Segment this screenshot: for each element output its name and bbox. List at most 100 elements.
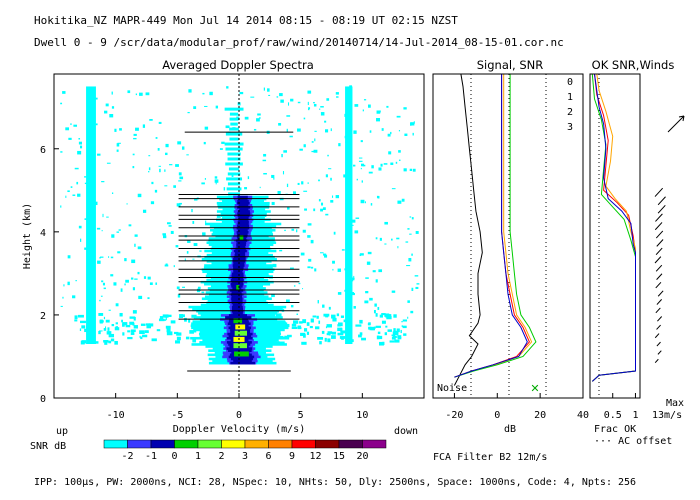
noise-speck — [115, 322, 118, 325]
noise-speck — [280, 99, 284, 103]
spectra-y-ticks: 0 2 4 6 — [40, 145, 59, 405]
spectra-core-cell — [236, 285, 240, 290]
noise-speck — [336, 96, 339, 98]
header-line-2: Dwell 0 - 9 /scr/data/modular_prof/raw/w… — [34, 36, 564, 49]
noise-speck — [375, 237, 378, 240]
noise-speck — [359, 253, 364, 256]
noise-speck — [78, 225, 82, 229]
noise-speck — [134, 234, 138, 237]
noise-speck — [91, 233, 94, 236]
noise-speck — [271, 294, 275, 298]
noise-speck — [107, 327, 110, 331]
noise-speck — [253, 128, 257, 131]
noise-speck — [353, 275, 355, 279]
noise-speck — [396, 115, 401, 118]
wind-barb — [656, 273, 663, 280]
noise-speck — [102, 282, 106, 286]
noise-speck — [391, 188, 396, 190]
spectra-cell — [225, 132, 243, 136]
noise-speck — [131, 277, 134, 280]
noise-speck — [176, 286, 180, 290]
spectra-cell — [231, 307, 244, 311]
noise-speck — [179, 314, 184, 318]
noise-speck — [104, 341, 108, 345]
noise-speck — [376, 195, 379, 198]
noise-speck — [302, 319, 307, 324]
noise-speck — [186, 154, 189, 156]
noise-speck — [88, 311, 91, 313]
noise-speck — [349, 158, 352, 161]
noise-speck — [149, 323, 154, 327]
noise-speck — [413, 121, 415, 124]
noise-speck — [340, 315, 345, 318]
scale-swatch — [174, 439, 199, 449]
noise-speck — [168, 314, 172, 318]
snr-x-tick-label: 20 — [534, 410, 546, 421]
noise-speck — [391, 334, 396, 337]
spectra-cell — [228, 192, 241, 196]
noise-stripe — [86, 86, 96, 344]
noise-speck — [348, 339, 354, 343]
noise-speck — [409, 216, 412, 218]
snr-flag-mark: ✕ — [530, 382, 539, 395]
spectra-cell — [232, 303, 242, 307]
noise-speck — [320, 208, 324, 212]
noise-speck — [379, 341, 384, 346]
noise-speck — [192, 258, 195, 260]
noise-speck — [318, 320, 321, 324]
noise-speck — [88, 318, 93, 322]
noise-speck — [406, 265, 411, 267]
spectra-cell — [237, 220, 249, 224]
noise-speck — [369, 297, 373, 301]
noise-speck — [354, 230, 359, 234]
noise-speck — [84, 247, 87, 250]
noise-speck — [92, 324, 96, 329]
noise-speck — [65, 127, 70, 131]
noise-speck — [367, 251, 372, 255]
filter-label: FCA Filter B2 12m/s — [433, 452, 547, 463]
noise-speck — [386, 105, 389, 108]
noise-speck — [77, 193, 81, 197]
noise-speck — [166, 331, 173, 336]
wind-barb — [655, 281, 662, 289]
wind-barb — [655, 247, 663, 256]
spectra-x-tick-label: -10 — [107, 410, 125, 421]
noise-speck — [279, 93, 283, 97]
noise-speck — [186, 251, 189, 254]
noise-speck — [407, 300, 410, 303]
noise-speck — [325, 129, 329, 133]
scale-label: 6 — [265, 451, 271, 462]
noise-speck — [307, 235, 311, 238]
noise-speck — [121, 319, 123, 323]
scale-label: 0 — [171, 451, 177, 462]
noise-speck — [60, 305, 63, 307]
wind-barb — [656, 341, 661, 347]
noise-speck — [150, 201, 155, 205]
noise-speck — [97, 260, 101, 264]
noise-speck — [118, 229, 121, 231]
spectra-cell — [237, 199, 249, 203]
noise-speck — [378, 110, 381, 113]
noise-speck — [147, 276, 151, 280]
spectra-core-cell — [233, 343, 248, 349]
noise-speck — [352, 224, 354, 226]
noise-speck — [322, 304, 325, 308]
noise-speck — [148, 155, 151, 157]
noise-speck — [108, 331, 112, 335]
down-label: down — [394, 426, 418, 437]
scale-swatch — [315, 439, 340, 449]
noise-speck — [360, 140, 363, 143]
noise-speck — [327, 338, 331, 343]
noise-speck — [116, 149, 119, 152]
max-label-1: Max — [666, 398, 684, 409]
noise-speck — [156, 329, 161, 332]
spectra-cell — [235, 251, 246, 255]
noise-speck — [175, 164, 179, 167]
spectra-cell — [225, 162, 243, 166]
noise-speck — [173, 265, 175, 268]
noise-speck — [355, 324, 362, 327]
noise-speck — [97, 153, 101, 156]
noise-speck — [377, 306, 380, 310]
noise-speck — [391, 238, 393, 241]
noise-speck — [137, 271, 140, 275]
